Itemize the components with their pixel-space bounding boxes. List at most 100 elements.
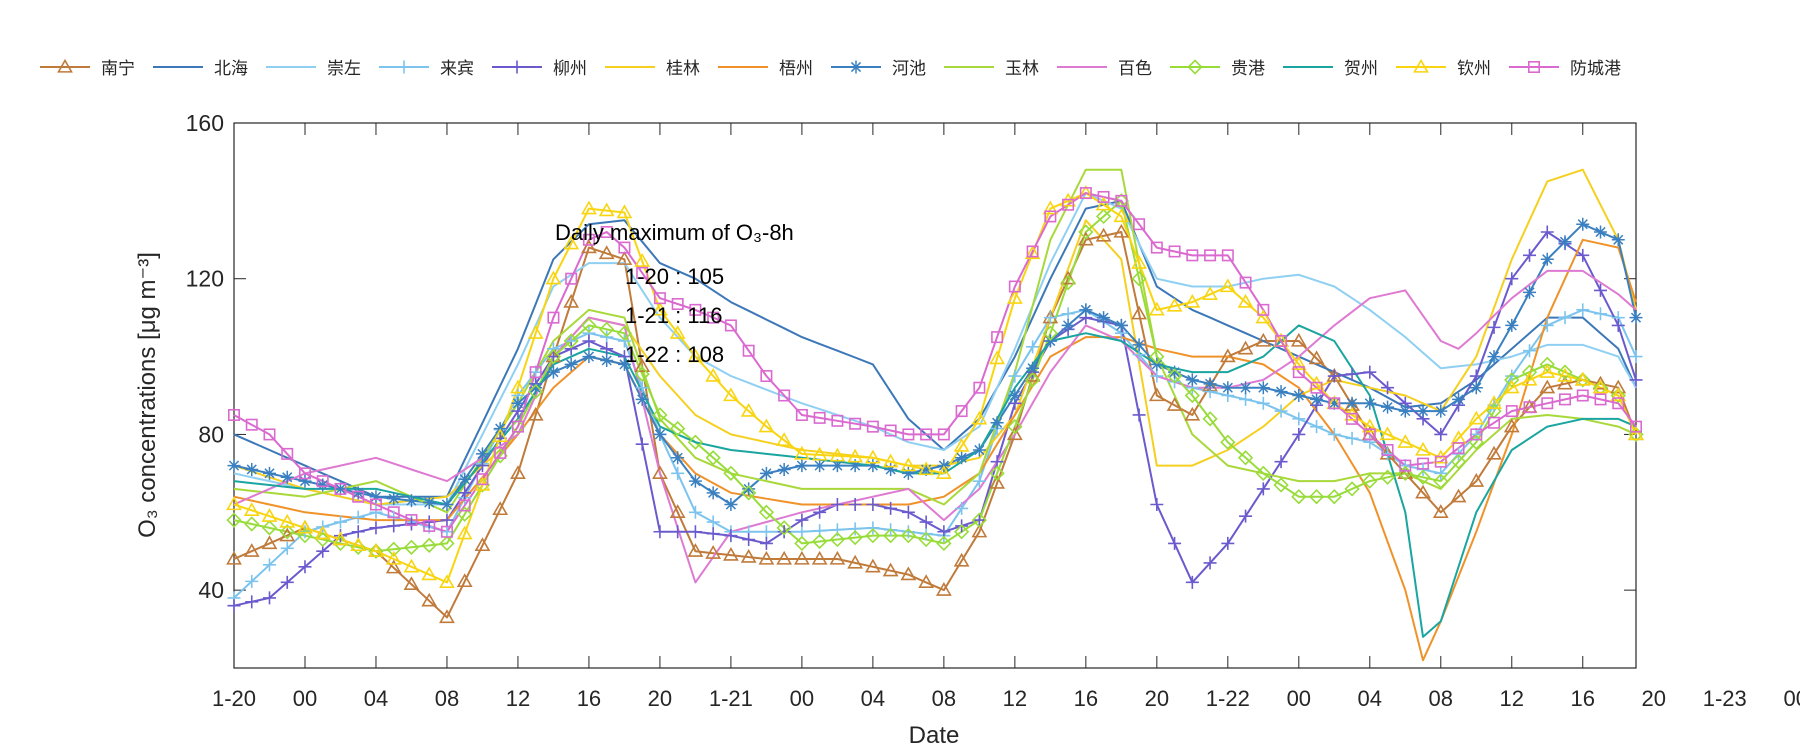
series-marker-11	[368, 543, 384, 559]
series-marker-5	[688, 525, 702, 539]
legend-label-14: 防城港	[1570, 59, 1621, 78]
series-marker-5	[600, 342, 614, 356]
series-marker-14	[440, 525, 453, 538]
series-marker-5	[813, 505, 827, 519]
series-marker-5	[1505, 272, 1519, 286]
series-marker-11	[1024, 372, 1041, 388]
series-marker-8	[972, 443, 986, 457]
series-marker-4	[1256, 396, 1270, 410]
series-marker-1	[616, 251, 633, 265]
series-marker-11	[1326, 489, 1342, 505]
series-line-3	[233, 192, 1637, 506]
series-marker-13	[368, 543, 384, 557]
series-marker-13	[385, 550, 402, 565]
series-marker-8	[1256, 381, 1270, 395]
series-marker-1	[1592, 375, 1609, 390]
series-marker-4	[351, 510, 365, 524]
series-marker-8	[1097, 311, 1111, 325]
series-marker-11	[1557, 364, 1573, 380]
series-marker-8	[635, 392, 649, 406]
series-marker-14	[973, 381, 986, 394]
series-marker-1	[1219, 348, 1236, 363]
series-marker-1	[1539, 379, 1556, 394]
series-marker-8	[848, 459, 862, 473]
series-marker-8	[1079, 303, 1093, 317]
series-marker-5	[1629, 373, 1643, 387]
x-tick-label: 00	[1287, 686, 1311, 711]
series-marker-8	[688, 474, 702, 488]
series-marker-14	[298, 467, 311, 480]
x-tick-label: 00	[1783, 686, 1800, 711]
series-marker-11	[279, 524, 295, 540]
series-marker-14	[1559, 393, 1572, 406]
series-marker-14	[281, 447, 294, 460]
annotation-box: Daily maximum of O₃-8h 1-20 : 105 1-21 :…	[555, 220, 794, 367]
series-marker-4	[262, 558, 276, 572]
series-marker-11	[315, 531, 331, 548]
series-marker-1	[989, 474, 1005, 489]
series-marker-4	[635, 381, 649, 395]
x-tick-label: 1-22	[1206, 686, 1250, 711]
series-marker-11	[1149, 348, 1165, 365]
series-marker-4	[848, 522, 862, 536]
annotation-title: Daily maximum of O₃-8h	[555, 220, 794, 245]
series-marker-1	[1450, 488, 1467, 503]
legend-marker-1	[57, 58, 73, 73]
series-marker-13	[669, 325, 686, 339]
series-marker-8	[1327, 396, 1341, 410]
series-marker-8	[1611, 233, 1625, 247]
series-marker-8	[830, 459, 844, 473]
series-marker-11	[1060, 274, 1076, 291]
series-marker-1	[882, 562, 899, 577]
series-marker-11	[900, 528, 917, 544]
series-marker-8	[1594, 225, 1608, 239]
series-marker-1	[1148, 387, 1165, 402]
series-marker-1	[705, 545, 722, 559]
series-line-10	[233, 269, 1637, 584]
series-marker-11	[865, 528, 881, 544]
series-marker-1	[847, 554, 864, 569]
series-marker-14	[1257, 303, 1270, 316]
series-marker-14	[1115, 194, 1128, 207]
series-marker-13	[350, 537, 367, 552]
series-marker-11	[1291, 489, 1307, 505]
series-marker-8	[990, 416, 1004, 430]
x-tick-label: 04	[861, 686, 885, 711]
series-marker-8	[1239, 381, 1253, 395]
series-marker-5	[227, 599, 241, 613]
series-marker-5	[1239, 509, 1253, 523]
series-marker-13	[918, 461, 935, 476]
series-marker-11	[705, 450, 721, 466]
series-marker-13	[1574, 371, 1591, 386]
series-marker-4	[298, 525, 312, 539]
series-marker-4	[1061, 307, 1075, 321]
series-marker-11	[1362, 473, 1378, 489]
series-marker-14	[618, 241, 631, 254]
legend-label-6: 桂林	[666, 59, 700, 78]
legend-marker-4	[397, 60, 411, 74]
series-marker-11	[687, 434, 704, 450]
series-marker-1	[474, 537, 491, 552]
series-marker-5	[564, 342, 578, 356]
series-marker-11	[474, 477, 491, 493]
series-marker-5	[901, 505, 915, 519]
series-marker-1	[1060, 270, 1076, 285]
series-marker-5	[369, 521, 383, 535]
series-marker-4	[1398, 459, 1412, 473]
series-marker-11	[989, 465, 1005, 481]
series-marker-1	[1184, 406, 1201, 421]
series-marker-8	[777, 462, 791, 476]
series-marker-1	[1432, 504, 1449, 518]
y-tick-label: 120	[186, 266, 224, 292]
series-marker-13	[1255, 309, 1272, 324]
series-marker-8	[1221, 381, 1235, 395]
series-marker-11	[1344, 481, 1360, 497]
series-marker-8	[1061, 318, 1075, 332]
y-tick-label: 40	[198, 577, 224, 603]
series-marker-1	[563, 293, 580, 308]
series-marker-1	[581, 239, 597, 254]
series-marker-11	[953, 524, 970, 540]
series-marker-14	[263, 428, 276, 441]
series-marker-1	[385, 559, 402, 574]
series-marker-13	[1592, 379, 1609, 394]
